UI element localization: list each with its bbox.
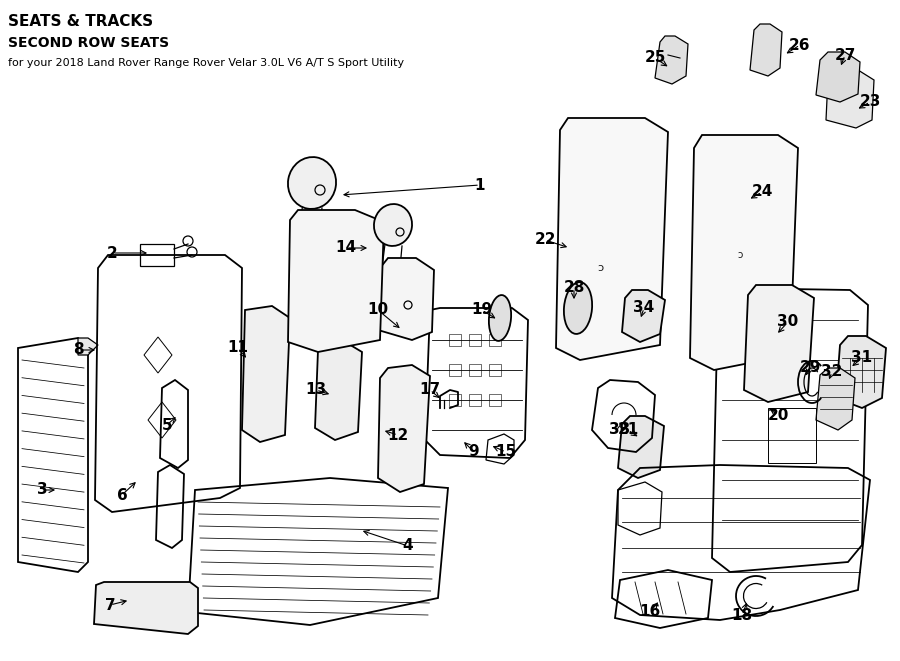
Text: 8: 8 bbox=[73, 342, 84, 358]
Text: 4: 4 bbox=[402, 539, 413, 553]
Text: 16: 16 bbox=[639, 605, 661, 619]
Text: 24: 24 bbox=[752, 184, 773, 200]
Ellipse shape bbox=[374, 204, 412, 246]
Text: 2: 2 bbox=[106, 245, 117, 260]
Polygon shape bbox=[622, 290, 665, 342]
Polygon shape bbox=[378, 258, 434, 340]
Text: 30: 30 bbox=[778, 315, 798, 329]
Text: 17: 17 bbox=[419, 383, 441, 397]
Bar bbox=[469, 364, 481, 376]
Text: 28: 28 bbox=[563, 280, 585, 295]
Bar bbox=[449, 334, 461, 346]
Bar bbox=[489, 394, 501, 406]
Text: 10: 10 bbox=[367, 303, 389, 317]
Ellipse shape bbox=[489, 295, 511, 341]
Text: 26: 26 bbox=[789, 38, 811, 52]
Text: 1: 1 bbox=[475, 178, 485, 192]
Text: ↄ: ↄ bbox=[597, 263, 603, 273]
Text: 15: 15 bbox=[495, 444, 517, 459]
Text: 33: 33 bbox=[609, 422, 631, 438]
Bar bbox=[489, 364, 501, 376]
Bar bbox=[449, 364, 461, 376]
Polygon shape bbox=[378, 365, 430, 492]
Polygon shape bbox=[94, 582, 198, 634]
Polygon shape bbox=[618, 416, 664, 478]
Text: 23: 23 bbox=[860, 95, 881, 110]
Polygon shape bbox=[78, 338, 98, 355]
Text: 9: 9 bbox=[469, 444, 480, 459]
Text: ↄ: ↄ bbox=[737, 250, 742, 260]
Polygon shape bbox=[836, 336, 886, 408]
Polygon shape bbox=[750, 24, 782, 76]
Text: 18: 18 bbox=[732, 607, 752, 623]
Bar bbox=[489, 334, 501, 346]
Text: 5: 5 bbox=[162, 418, 172, 432]
Text: 6: 6 bbox=[117, 488, 128, 502]
Text: 13: 13 bbox=[305, 383, 327, 397]
Text: 29: 29 bbox=[799, 360, 821, 375]
Text: 34: 34 bbox=[634, 301, 654, 315]
Text: 11: 11 bbox=[228, 340, 248, 356]
Ellipse shape bbox=[564, 282, 592, 334]
Text: for your 2018 Land Rover Range Rover Velar 3.0L V6 A/T S Sport Utility: for your 2018 Land Rover Range Rover Vel… bbox=[8, 58, 404, 68]
Text: 3: 3 bbox=[37, 483, 48, 498]
Text: 32: 32 bbox=[822, 364, 842, 379]
Text: 21: 21 bbox=[617, 422, 639, 438]
Text: 7: 7 bbox=[104, 598, 115, 613]
Ellipse shape bbox=[288, 157, 336, 209]
Polygon shape bbox=[655, 36, 688, 84]
Text: 31: 31 bbox=[851, 350, 873, 366]
Text: 14: 14 bbox=[336, 241, 356, 256]
Polygon shape bbox=[556, 118, 668, 360]
Polygon shape bbox=[315, 340, 362, 440]
Text: 25: 25 bbox=[644, 50, 666, 65]
Polygon shape bbox=[690, 135, 798, 370]
Bar bbox=[469, 334, 481, 346]
Text: SECOND ROW SEATS: SECOND ROW SEATS bbox=[8, 36, 169, 50]
Polygon shape bbox=[744, 285, 814, 402]
Text: 12: 12 bbox=[387, 428, 409, 442]
Bar bbox=[449, 394, 461, 406]
Text: SEATS & TRACKS: SEATS & TRACKS bbox=[8, 14, 153, 29]
Text: 19: 19 bbox=[472, 303, 492, 317]
Polygon shape bbox=[242, 306, 290, 442]
Bar bbox=[469, 394, 481, 406]
Polygon shape bbox=[826, 70, 874, 128]
Text: 27: 27 bbox=[834, 48, 856, 63]
Polygon shape bbox=[816, 52, 860, 102]
Text: 22: 22 bbox=[535, 233, 556, 247]
Polygon shape bbox=[288, 210, 384, 352]
Text: 20: 20 bbox=[768, 407, 788, 422]
Polygon shape bbox=[816, 368, 855, 430]
